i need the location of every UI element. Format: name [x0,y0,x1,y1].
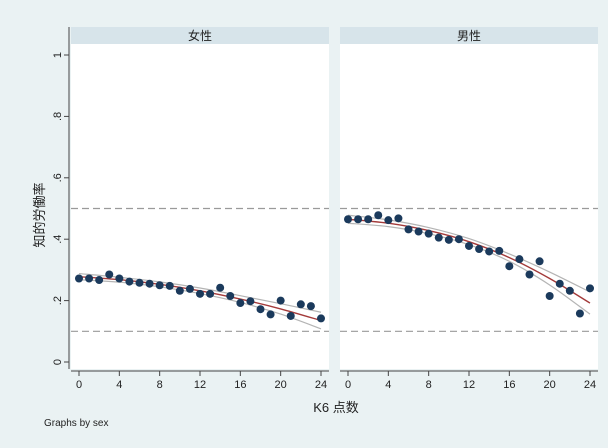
data-point [535,257,544,266]
x-tick-label: 8 [157,379,163,391]
data-point [555,279,564,288]
x-tick-label: 24 [315,379,327,391]
data-point [384,216,393,225]
y-tick-label: .8 [52,112,64,121]
data-point [115,274,124,283]
data-point [575,309,584,318]
panel-female: 女性 0 4 8 12 16 20 24 [71,27,329,391]
data-point [424,229,433,238]
x-tick-label: 16 [503,379,515,391]
data-point [236,299,245,308]
data-point [565,286,574,295]
data-point [354,215,363,224]
panel-background [71,44,329,369]
data-point [344,215,352,224]
panel-strip [71,27,329,44]
y-tick-label: 1 [52,52,64,58]
x-tick-label: 12 [194,379,206,391]
x-axis-title: K6 点数 [313,400,359,415]
data-point [196,289,204,298]
data-point [246,297,255,306]
data-point [125,277,134,286]
data-point [105,270,114,279]
panel-title: 女性 [188,28,212,43]
data-point [465,241,473,250]
data-point [216,283,225,292]
data-point [276,296,285,305]
data-point [364,215,373,224]
y-tick-label: .4 [52,235,64,244]
data-point [185,284,194,293]
data-point [394,214,403,223]
data-point [505,262,514,271]
x-tick-label: 20 [275,379,287,391]
x-tick-label: 4 [116,379,122,391]
data-point [286,311,295,320]
x-tick-label: 0 [345,379,351,391]
y-tick-label: .2 [52,296,64,305]
data-point [485,247,494,256]
x-tick-label: 24 [584,379,596,391]
data-point [95,276,104,285]
data-point [206,289,215,298]
data-point [75,274,83,283]
data-point [414,227,423,236]
data-point [306,302,315,311]
x-tick-label: 4 [385,379,391,391]
data-point [515,255,524,264]
x-tick-label: 8 [426,379,432,391]
x-tick-label: 0 [76,379,82,391]
y-tick-label: 0 [52,359,64,365]
panel-title: 男性 [457,29,481,43]
data-point [525,270,534,279]
x-tick-label: 12 [463,379,475,391]
panel-male: 男性 0 4 8 12 16 20 24 [340,27,598,391]
graphs-by-note: Graphs by sex [44,418,108,429]
data-point [444,235,453,244]
data-point [135,278,144,287]
data-point [85,274,94,283]
data-point [165,281,174,290]
data-point [434,233,443,242]
y-tick-label: .6 [52,173,64,182]
data-point [374,211,383,220]
data-point [175,286,184,295]
data-point [296,300,305,309]
data-point [256,305,265,314]
panel-background [340,44,598,369]
x-tick-label: 16 [234,379,246,391]
x-tick-label: 20 [544,379,556,391]
data-point [454,235,463,244]
data-point [404,225,413,234]
data-point [266,310,275,319]
panel-strip [340,27,598,44]
data-point [586,284,594,293]
data-point [155,281,164,290]
data-point [495,246,504,255]
data-point [475,245,484,254]
y-axis-title: 知的労働率 [32,182,47,247]
data-point [545,291,554,300]
data-point [317,314,325,323]
data-point [226,291,235,300]
data-point [145,279,154,288]
